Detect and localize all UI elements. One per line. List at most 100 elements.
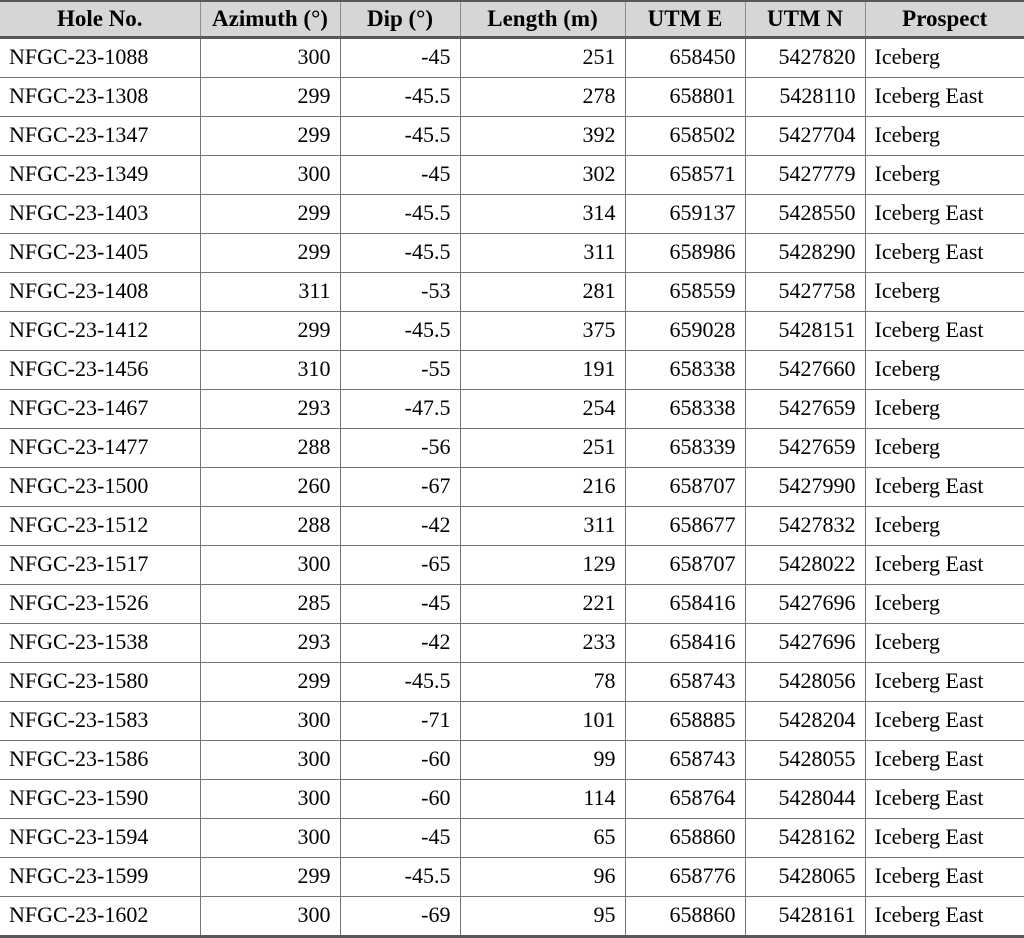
table-row: NFGC-23-1586 300 -60 99 658743 5428055 Iceberg… <box>0 740 1024 780</box>
cell-utm_e: 658743 <box>625 662 746 702</box>
cell-prospect: Iceberg East <box>865 701 1024 741</box>
cell-utm_n: 5428204 <box>745 701 866 741</box>
cell-dip: -45.5 <box>340 116 461 156</box>
cell-prospect: Iceberg <box>865 506 1024 546</box>
column-header-prospect: Prospect <box>865 1 1024 39</box>
cell-length: 114 <box>460 779 626 819</box>
table-row: NFGC-23-1405 299 -45.5 311 658986 5428290 Iceb… <box>0 233 1024 273</box>
table-body: NFGC-23-1088 300 -45 251 658450 5427820 Iceber… <box>0 37 1024 937</box>
cell-dip: -45.5 <box>340 194 461 234</box>
cell-azimuth: 299 <box>200 662 341 702</box>
table-row: NFGC-23-1602 300 -69 95 658860 5428161 Iceberg… <box>0 896 1024 937</box>
cell-utm_n: 5427696 <box>745 584 866 624</box>
table-row: NFGC-23-1088 300 -45 251 658450 5427820 Iceber… <box>0 37 1024 78</box>
cell-length: 302 <box>460 155 626 195</box>
cell-prospect: Iceberg East <box>865 857 1024 897</box>
cell-utm_n: 5428044 <box>745 779 866 819</box>
cell-utm_e: 659028 <box>625 311 746 351</box>
cell-dip: -45.5 <box>340 662 461 702</box>
cell-utm_n: 5428162 <box>745 818 866 858</box>
cell-utm_n: 5428550 <box>745 194 866 234</box>
cell-utm_e: 658338 <box>625 350 746 390</box>
cell-dip: -42 <box>340 506 461 546</box>
cell-utm_n: 5427659 <box>745 428 866 468</box>
cell-utm_e: 658801 <box>625 77 746 117</box>
cell-hole: NFGC-23-1590 <box>0 779 201 819</box>
cell-hole: NFGC-23-1602 <box>0 896 201 937</box>
cell-azimuth: 299 <box>200 857 341 897</box>
cell-utm_n: 5427779 <box>745 155 866 195</box>
cell-utm_e: 658776 <box>625 857 746 897</box>
cell-prospect: Iceberg East <box>865 662 1024 702</box>
cell-azimuth: 299 <box>200 77 341 117</box>
table-row: NFGC-23-1349 300 -45 302 658571 5427779 Iceber… <box>0 155 1024 195</box>
table-row: NFGC-23-1412 299 -45.5 375 659028 5428151 Iceb… <box>0 311 1024 351</box>
header-row: Hole No. Azimuth (°) Dip (°) Length (m) … <box>0 1 1024 39</box>
cell-dip: -69 <box>340 896 461 937</box>
column-header-hole-no: Hole No. <box>0 1 201 39</box>
table-row: NFGC-23-1599 299 -45.5 96 658776 5428065 Icebe… <box>0 857 1024 897</box>
cell-utm_n: 5427758 <box>745 272 866 312</box>
cell-utm_e: 658707 <box>625 545 746 585</box>
cell-dip: -53 <box>340 272 461 312</box>
cell-length: 129 <box>460 545 626 585</box>
cell-azimuth: 300 <box>200 37 341 78</box>
table-header: Hole No. Azimuth (°) Dip (°) Length (m) … <box>0 1 1024 39</box>
cell-hole: NFGC-23-1412 <box>0 311 201 351</box>
cell-hole: NFGC-23-1405 <box>0 233 201 273</box>
table-row: NFGC-23-1580 299 -45.5 78 658743 5428056 Icebe… <box>0 662 1024 702</box>
cell-length: 96 <box>460 857 626 897</box>
cell-azimuth: 310 <box>200 350 341 390</box>
cell-utm_e: 658559 <box>625 272 746 312</box>
cell-length: 254 <box>460 389 626 429</box>
cell-dip: -71 <box>340 701 461 741</box>
cell-prospect: Iceberg <box>865 389 1024 429</box>
cell-prospect: Iceberg <box>865 272 1024 312</box>
cell-prospect: Iceberg East <box>865 545 1024 585</box>
cell-utm_e: 658416 <box>625 584 746 624</box>
cell-utm_e: 658502 <box>625 116 746 156</box>
cell-length: 251 <box>460 37 626 78</box>
cell-length: 191 <box>460 350 626 390</box>
cell-hole: NFGC-23-1408 <box>0 272 201 312</box>
cell-length: 216 <box>460 467 626 507</box>
cell-hole: NFGC-23-1467 <box>0 389 201 429</box>
cell-hole: NFGC-23-1456 <box>0 350 201 390</box>
column-header-dip: Dip (°) <box>340 1 461 39</box>
cell-prospect: Iceberg <box>865 428 1024 468</box>
cell-hole: NFGC-23-1526 <box>0 584 201 624</box>
table-row: NFGC-23-1538 293 -42 233 658416 5427696 Iceber… <box>0 623 1024 663</box>
cell-azimuth: 300 <box>200 896 341 937</box>
column-header-length: Length (m) <box>460 1 626 39</box>
cell-length: 314 <box>460 194 626 234</box>
cell-utm_n: 5427990 <box>745 467 866 507</box>
cell-utm_n: 5427660 <box>745 350 866 390</box>
cell-prospect: Iceberg <box>865 37 1024 78</box>
cell-hole: NFGC-23-1347 <box>0 116 201 156</box>
cell-prospect: Iceberg East <box>865 467 1024 507</box>
cell-dip: -45.5 <box>340 233 461 273</box>
table-row: NFGC-23-1456 310 -55 191 658338 5427660 Iceber… <box>0 350 1024 390</box>
cell-hole: NFGC-23-1308 <box>0 77 201 117</box>
cell-length: 65 <box>460 818 626 858</box>
cell-dip: -56 <box>340 428 461 468</box>
table-row: NFGC-23-1517 300 -65 129 658707 5428022 Iceber… <box>0 545 1024 585</box>
cell-length: 311 <box>460 233 626 273</box>
cell-dip: -45.5 <box>340 857 461 897</box>
cell-azimuth: 288 <box>200 506 341 546</box>
cell-hole: NFGC-23-1088 <box>0 37 201 78</box>
cell-azimuth: 300 <box>200 740 341 780</box>
table-row: NFGC-23-1526 285 -45 221 658416 5427696 Iceber… <box>0 584 1024 624</box>
cell-utm_n: 5427820 <box>745 37 866 78</box>
cell-utm_n: 5428055 <box>745 740 866 780</box>
cell-azimuth: 299 <box>200 116 341 156</box>
cell-dip: -67 <box>340 467 461 507</box>
cell-dip: -45 <box>340 37 461 78</box>
cell-utm_n: 5428056 <box>745 662 866 702</box>
cell-length: 375 <box>460 311 626 351</box>
table-row: NFGC-23-1467 293 -47.5 254 658338 5427659 Iceb… <box>0 389 1024 429</box>
cell-dip: -45 <box>340 818 461 858</box>
table-row: NFGC-23-1500 260 -67 216 658707 5427990 Iceber… <box>0 467 1024 507</box>
cell-utm_e: 658860 <box>625 896 746 937</box>
